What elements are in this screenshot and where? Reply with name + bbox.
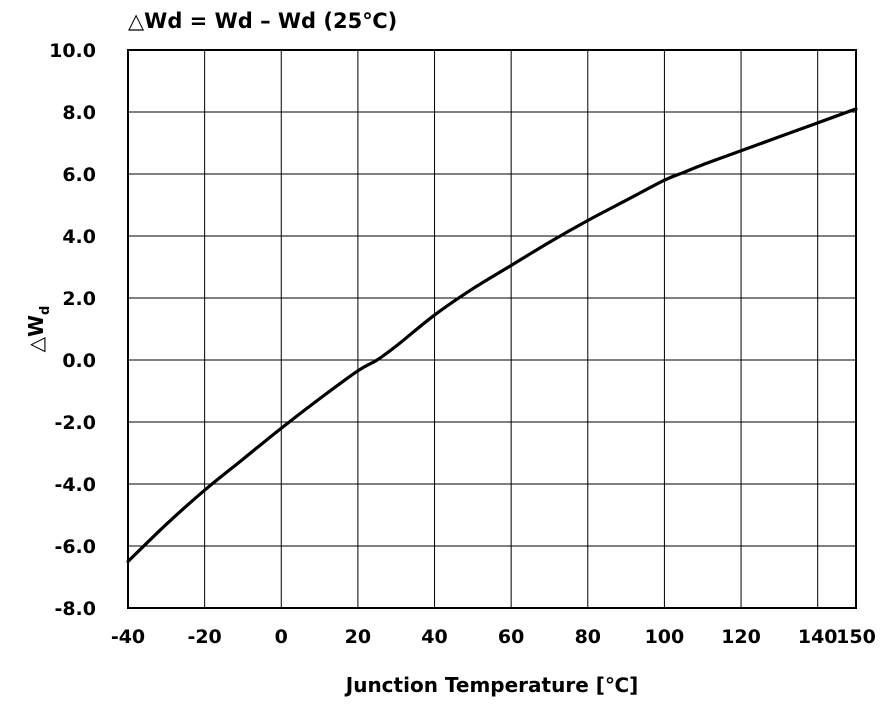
x-tick-label--20: -20 bbox=[187, 626, 221, 648]
y-tick-label-4.0: 4.0 bbox=[62, 226, 96, 248]
x-tick-label-20: 20 bbox=[345, 626, 371, 648]
y-tick-label-6.0: 6.0 bbox=[62, 164, 96, 186]
y-axis-tick-labels: -8.0 -6.0 -4.0 -2.0 0.0 2.0 4.0 6.0 8.0 10.0 bbox=[49, 40, 96, 620]
grid bbox=[127, 49, 857, 609]
series-line-0 bbox=[126, 107, 858, 564]
x-tick-label-0: 0 bbox=[275, 626, 288, 648]
x-tick-label-60: 60 bbox=[498, 626, 524, 648]
y-tick-label-10.0: 10.0 bbox=[49, 40, 96, 62]
y-tick-label-0.0: 0.0 bbox=[62, 350, 96, 372]
y-axis-label-main: △W bbox=[24, 315, 48, 352]
x-tick-label-40: 40 bbox=[421, 626, 447, 648]
y-tick-label--8.0: -8.0 bbox=[54, 598, 96, 620]
x-axis-label: Junction Temperature [℃] bbox=[344, 673, 638, 697]
x-tick-label--40: -40 bbox=[111, 626, 145, 648]
y-tick-label--2.0: -2.0 bbox=[54, 412, 96, 434]
chart-title: △Wd = Wd – Wd (25℃) bbox=[128, 9, 397, 33]
x-tick-label-140: 140 bbox=[798, 626, 838, 648]
x-tick-label-100: 100 bbox=[645, 626, 685, 648]
y-tick-label--6.0: -6.0 bbox=[54, 536, 96, 558]
y-tick-label-2.0: 2.0 bbox=[62, 288, 96, 310]
x-tick-label-120: 120 bbox=[721, 626, 761, 648]
y-axis-label: △Wd bbox=[24, 306, 53, 353]
x-tick-label-80: 80 bbox=[575, 626, 601, 648]
y-axis-label-subscript: d bbox=[38, 306, 53, 315]
plot-area-border bbox=[127, 49, 857, 609]
series-layer bbox=[126, 107, 858, 564]
y-tick-label-8.0: 8.0 bbox=[62, 102, 96, 124]
svg-text:△Wd: △Wd bbox=[24, 306, 53, 353]
y-tick-label--4.0: -4.0 bbox=[54, 474, 96, 496]
x-tick-label-150: 150 bbox=[836, 626, 876, 648]
